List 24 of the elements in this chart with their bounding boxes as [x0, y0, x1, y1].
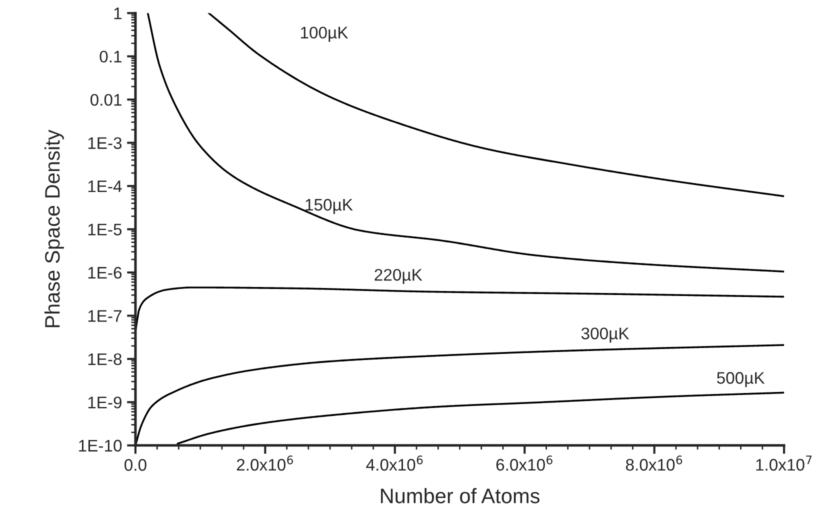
y-tick-label: 1	[114, 8, 122, 20]
y-tick-label: 1E-8	[88, 353, 122, 366]
x-tick-label: 6.0x10$^{6}$	[496, 456, 552, 471]
series-label: 150µK	[306, 198, 353, 214]
x-axis-title: Number of Atoms	[381, 488, 540, 504]
x-tick-label: 4.0x10$^{6}$	[366, 456, 423, 471]
y-tick-label: 1E-10	[79, 440, 122, 452]
y-tick-label: 1E-7	[88, 310, 122, 322]
text: 100µK	[300, 26, 348, 42]
y-tick-label: 0.01	[90, 94, 122, 106]
x-tick-label: 8.0x10$^{6}$	[626, 456, 682, 471]
series-label: 500µK	[717, 372, 765, 388]
y-axis-title: Phase Space Density	[44, 130, 64, 328]
y-tick-label: 0.1	[100, 50, 122, 63]
x-tick-label: 1.0x10$^{7}$	[756, 456, 812, 471]
y-tick-label: 1E-9	[88, 396, 122, 408]
y-tick-label: 1E-6	[88, 266, 122, 279]
x-tick-label: 2.0x10$^{6}$	[236, 456, 293, 471]
y-tick-label: 1E-3	[88, 137, 122, 149]
series-label: 300µK	[581, 328, 630, 343]
series-label: 220µK	[374, 268, 422, 284]
y-tick-label: 1E-4	[88, 180, 122, 192]
x-tick-label: 0.0	[124, 459, 146, 471]
y-tick-label: 1E-5	[88, 224, 122, 236]
